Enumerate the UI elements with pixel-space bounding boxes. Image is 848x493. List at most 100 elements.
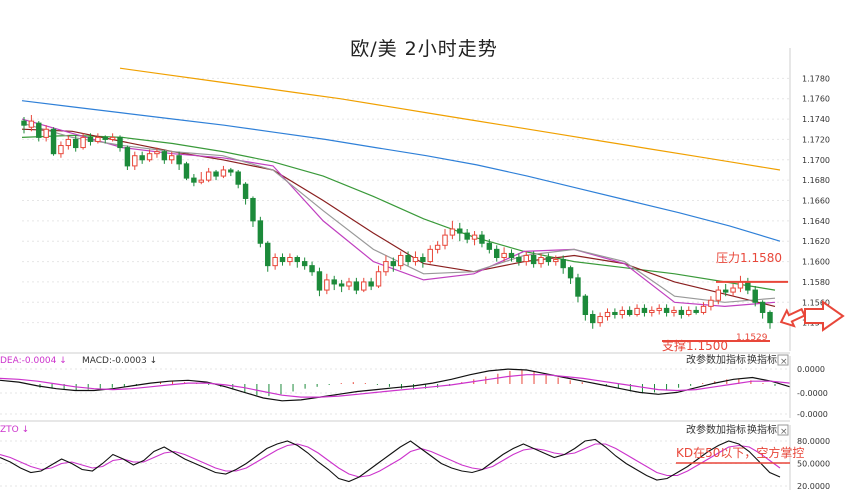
candle-body [523,254,529,263]
y-tick-label: 1.1560 [802,298,830,307]
candle-body [612,311,618,316]
ma-line [21,134,776,291]
candle-body [582,295,589,315]
candle-body [686,309,692,315]
candle-body [294,257,301,263]
edit-params-button[interactable]: 改参数 [686,353,716,366]
candle-body [50,128,57,155]
arrow-right-icon [804,300,845,332]
close-icon-glyph: × [780,357,788,367]
y-tick-label: 1.1620 [802,237,830,246]
candle-body [183,163,190,179]
candle-body [427,248,433,263]
add-indicator-button[interactable]: 加指标 [716,353,746,366]
y-tick-label: 1.1780 [802,74,830,83]
ma-line [21,122,776,303]
y-tick-label: -0.0000 [797,389,828,398]
kd-grid [0,440,790,487]
add-indicator-button[interactable]: 加指标 [716,423,746,436]
switch-indicator-button[interactable]: 换指标 [747,353,777,366]
candle-body [331,279,337,285]
chart-title: 欧/美 2小时走势 [350,38,498,60]
macd-line [0,374,791,398]
y-tick-label: -0.0000 [797,410,828,419]
candle-body [176,155,182,165]
candle-body [405,254,411,263]
candle-body [471,234,478,240]
close-icon[interactable] [777,424,789,436]
candle-body [161,151,168,161]
macd-line [0,368,791,402]
candle-body [390,261,397,267]
candle-body [154,151,160,155]
candle-body [279,257,286,263]
macd-axis: 0.0000 -0.0000 -0.0000 [789,356,828,419]
candle-body [767,311,773,324]
macd-value-label: MACD:-0.0003 ↓ [82,356,157,366]
candle-body [479,234,485,244]
main-grid [22,77,790,324]
candle-body [117,136,123,149]
candle-body [397,254,404,267]
y-tick-label: 80.0000 [797,437,830,446]
candle-body [146,153,153,161]
candle-body [530,254,537,265]
y-tick-label: 1.1680 [802,176,830,185]
candle-body [43,128,49,138]
candle-body [516,257,522,263]
candle-body [449,228,456,236]
candle-body [752,289,758,303]
close-icon[interactable] [777,354,789,366]
y-tick-label: 1.1600 [802,258,830,267]
candle-body [671,309,677,313]
candle-body [641,307,648,313]
candle-body [124,147,131,167]
candle-body [722,289,729,293]
ma-line [21,128,776,307]
candle-body [656,307,662,311]
last-price-label: 1.1529 [736,333,768,343]
candle-body [486,242,493,250]
candle-body [213,171,219,177]
close-icon-glyph: × [780,427,788,437]
kd-line [0,443,781,478]
ma-line [21,118,776,308]
resistance-label: 压力1.1580 [716,251,782,265]
candles [21,115,773,329]
candle-body [353,281,360,291]
candle-body [693,309,699,313]
macd-dea-label: DEA:-0.0004 ↓ [0,356,67,366]
moving-averages [21,67,781,308]
y-tick-label: 1.1660 [802,197,830,206]
candle-body [442,234,448,246]
candle-body [65,138,72,147]
kd-lines [0,438,781,483]
candle-body [169,155,175,161]
candle-body [560,259,566,269]
candle-body [58,145,64,155]
kd-annotation: KD在50以下，空方掌控 [676,445,804,460]
candle-body [545,257,552,263]
candle-body [663,307,670,313]
switch-indicator-button[interactable]: 换指标 [747,423,777,436]
candle-body [567,267,574,279]
candle-body [590,314,596,324]
candle-body [132,155,138,167]
candle-body [708,299,714,307]
candle-body [21,120,27,126]
candle-body [265,242,271,267]
ma-line [119,67,781,171]
candle-body [102,136,108,140]
edit-params-button[interactable]: 改参数 [686,423,716,436]
candle-body [36,122,42,138]
candle-body [715,289,722,301]
y-tick-label: 20.0000 [797,482,830,491]
candle-body [700,305,707,313]
candle-body [434,244,441,250]
candle-body [501,252,507,259]
y-tick-label: 1.1720 [802,135,830,144]
y-tick-label: 50.0000 [797,460,830,469]
y-tick-label: 1.1700 [802,156,830,165]
candle-body [412,257,419,263]
